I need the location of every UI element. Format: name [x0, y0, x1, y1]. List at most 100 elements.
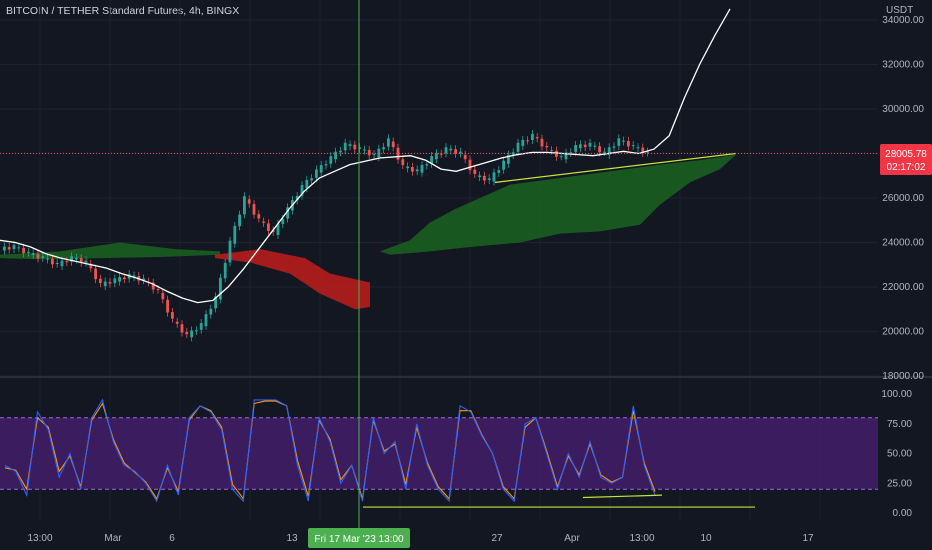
candle-body-19 [94, 268, 97, 280]
candle-body-68 [329, 156, 333, 164]
oscillator-axis[interactable]: 100.00 75.00 50.00 25.00 0.00 [881, 389, 912, 519]
candle-body-61 [295, 196, 299, 201]
candle-body-44 [214, 296, 217, 309]
candle-body-22 [108, 281, 112, 284]
oscillator-trendline[interactable] [582, 494, 663, 499]
candle-body-57 [276, 223, 280, 235]
candle-body-127 [612, 146, 616, 148]
oscillator-pane[interactable] [0, 398, 878, 508]
candle-body-56 [271, 230, 275, 232]
candle-body-125 [603, 151, 606, 153]
oscillator-tick: 0.00 [893, 508, 913, 519]
candle-body-39 [190, 330, 193, 338]
time-tick: Mar [104, 533, 122, 544]
trendline[interactable] [494, 152, 737, 184]
candle-body-45 [219, 277, 222, 300]
candle-body-81 [391, 141, 395, 148]
candle-body-47 [228, 240, 232, 263]
candle-body-131 [631, 145, 635, 147]
candle-body-15 [75, 257, 78, 260]
candle-body-38 [185, 332, 189, 335]
candle-body-7 [36, 253, 40, 259]
candle-body-110 [531, 133, 534, 141]
candle-body-1 [7, 247, 11, 250]
candle-body-83 [401, 159, 405, 166]
candle-body-121 [583, 144, 587, 148]
candle-body-94 [454, 149, 457, 154]
candle-body-55 [267, 223, 270, 231]
cloud-bearish-segment [215, 249, 370, 310]
candle-body-76 [367, 149, 371, 156]
candle-body-13 [65, 261, 69, 263]
candle-body-24 [118, 277, 121, 282]
candle-body-11 [55, 262, 59, 264]
candle-body-52 [252, 204, 256, 215]
price-tick: 22000.00 [882, 282, 924, 293]
candle-body-18 [89, 263, 93, 269]
oscillator-tick: 75.00 [887, 419, 912, 430]
candle-body-123 [593, 145, 597, 147]
ichimoku-cloud [0, 154, 736, 310]
candle-body-3 [17, 247, 21, 249]
candle-body-80 [387, 138, 390, 147]
candle-body-31 [151, 282, 155, 290]
candle-body-36 [175, 321, 179, 324]
candle-body-84 [406, 166, 409, 169]
candle-body-130 [627, 141, 630, 147]
candle-body-66 [319, 165, 323, 173]
candle-body-115 [555, 150, 558, 157]
candle-body-6 [31, 253, 35, 255]
oscillator-tick: 50.00 [887, 449, 912, 460]
candle-body-103 [497, 170, 501, 173]
crosshair-time-label: Fri 17 Mar '23 13:00 [314, 534, 404, 545]
candle-body-90 [435, 153, 438, 160]
time-axis[interactable]: 13:00 Mar 6 13 27 Apr 13:00 10 17 [27, 533, 814, 544]
time-tick: 27 [491, 533, 503, 544]
time-tick: 6 [169, 533, 175, 544]
candle-body-41 [199, 323, 203, 330]
candle-body-88 [425, 164, 429, 166]
candle-body-20 [99, 278, 102, 283]
price-tick: 26000.00 [882, 193, 924, 204]
candle-body-124 [598, 146, 601, 153]
candle-body-46 [223, 262, 227, 279]
candle-body-98 [473, 169, 477, 174]
candle-body-73 [353, 144, 357, 150]
moving-average-line [0, 8, 731, 304]
price-tick: 30000.00 [882, 104, 924, 115]
candle-body-54 [262, 221, 265, 223]
candle-body-16 [79, 258, 83, 263]
candle-body-64 [310, 178, 313, 181]
oscillator-tick: 100.00 [881, 389, 912, 400]
candle-body-49 [238, 214, 241, 227]
candle-body-29 [142, 278, 145, 281]
last-price-value: 28005.78 [885, 149, 927, 160]
time-tick: 17 [802, 533, 814, 544]
time-tick: 13:00 [27, 533, 52, 544]
candle-body-34 [166, 299, 169, 313]
price-axis[interactable]: 34000.0032000.0030000.0028000.0026000.00… [882, 15, 924, 382]
time-tick: 10 [700, 533, 712, 544]
crosshair-time-badge: Fri 17 Mar '23 13:00 [308, 528, 410, 548]
candle-body-43 [209, 308, 213, 315]
candle-body-119 [574, 145, 577, 152]
candle-body-82 [396, 147, 400, 160]
candle-body-117 [564, 152, 568, 160]
candle-body-102 [492, 172, 496, 182]
candle-body-59 [286, 207, 289, 219]
candle-body-89 [430, 156, 433, 164]
candle-body-72 [348, 144, 352, 146]
candle-body-134 [646, 151, 649, 153]
candle-body-75 [363, 149, 366, 151]
candle-body-91 [439, 153, 443, 155]
candle-body-14 [70, 256, 73, 262]
candle-body-79 [382, 147, 385, 150]
price-tick: 24000.00 [882, 238, 924, 249]
candle-body-33 [161, 292, 165, 300]
stoch-d-line [4, 400, 656, 501]
candle-body-74 [358, 147, 361, 149]
candle-body-77 [372, 153, 376, 155]
candle-body-107 [516, 142, 520, 152]
candle-body-114 [550, 150, 553, 152]
